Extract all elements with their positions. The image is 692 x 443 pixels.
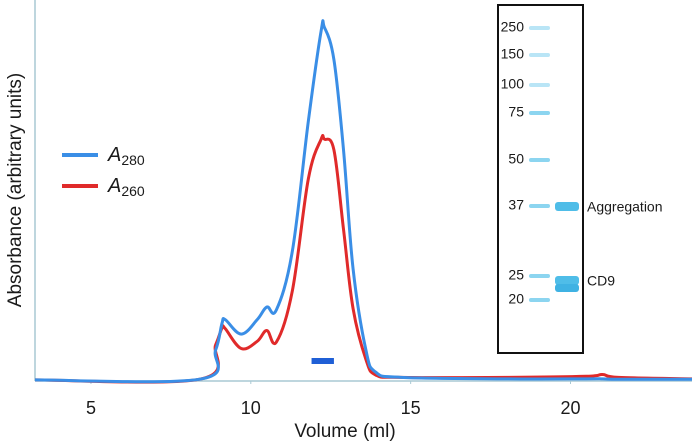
ladder-label: 50 (508, 151, 524, 167)
ladder-label: 150 (501, 46, 525, 62)
ladder-band (529, 204, 550, 208)
ladder-label: 20 (508, 291, 524, 307)
ladder-band (529, 298, 550, 302)
legend-label: A260 (107, 175, 145, 198)
ladder-label: 25 (508, 267, 524, 283)
ladder-label: 250 (501, 19, 525, 35)
ladder-label: 75 (508, 104, 524, 120)
band-label: CD9 (587, 273, 615, 289)
ladder-label: 100 (501, 76, 525, 92)
band-label: Aggregation (587, 199, 663, 215)
gel-inset (497, 4, 584, 354)
x-tick-label: 5 (86, 398, 96, 418)
sample-band (555, 284, 579, 292)
sample-band (555, 276, 579, 285)
legend-label: A280 (107, 144, 145, 167)
ladder-band (529, 26, 550, 30)
series-line (34, 19, 692, 384)
ladder-band (529, 111, 550, 115)
x-tick-label: 15 (401, 398, 421, 418)
sample-band (555, 202, 579, 211)
y-axis-title: Absorbance (arbitrary units) (5, 73, 26, 307)
ladder-label: 37 (508, 197, 524, 213)
ladder-band (529, 274, 550, 278)
x-tick-label: 20 (560, 398, 580, 418)
x-tick-label: 10 (241, 398, 261, 418)
fraction-bar (311, 358, 334, 364)
ladder-band (529, 158, 550, 162)
x-axis-title: Volume (ml) (294, 421, 395, 442)
ladder-band (529, 53, 550, 57)
ladder-band (529, 83, 550, 87)
